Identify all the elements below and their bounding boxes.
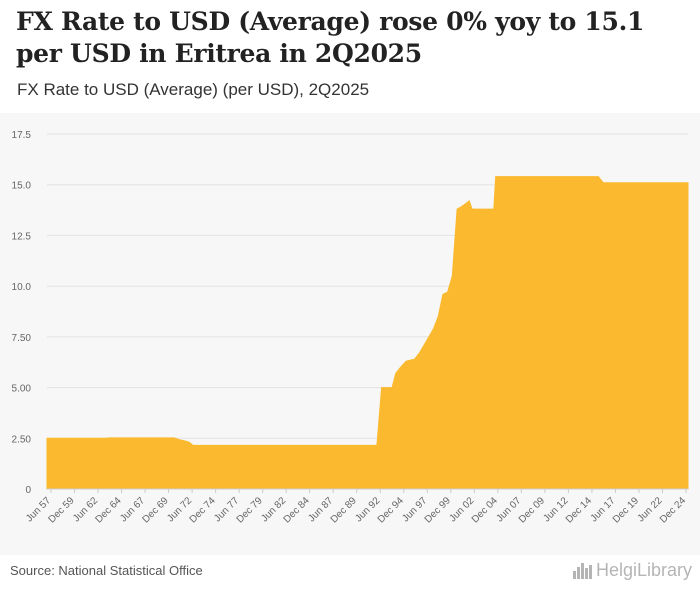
chart-title: FX Rate to USD (Average) rose 0% yoy to … <box>16 7 645 68</box>
source-note: Source: National Statistical Office <box>10 563 203 578</box>
y-tick-label: 0 <box>25 485 31 496</box>
y-tick-label: 15.0 <box>12 181 32 192</box>
y-tick-label: 7.50 <box>12 333 32 344</box>
x-tick-label: Dec 24 <box>658 495 688 525</box>
y-tick-label: 5.00 <box>12 384 32 395</box>
y-tick-label: 12.5 <box>12 231 32 242</box>
area-series <box>46 176 689 490</box>
x-tick-label: Dec 94 <box>376 495 406 525</box>
x-tick-label: Dec 89 <box>329 495 359 525</box>
x-tick-label: Dec 99 <box>423 495 453 525</box>
x-tick-label: Dec 84 <box>282 495 312 525</box>
x-tick-label: Dec 59 <box>46 495 76 525</box>
x-tick-label: Dec 04 <box>470 495 500 525</box>
x-tick-label: Dec 74 <box>188 495 218 525</box>
y-tick-label: 17.5 <box>12 130 32 141</box>
brand-name: HelgiLibrary <box>595 560 692 580</box>
x-tick-label: Dec 64 <box>93 495 123 525</box>
brand-logo: HelgiLibrary <box>572 560 692 581</box>
x-tick-label: Dec 69 <box>141 495 171 525</box>
x-tick-label: Dec 14 <box>564 495 594 525</box>
y-tick-label: 2.50 <box>12 434 32 445</box>
chart-subtitle: FX Rate to USD (Average) (per USD), 2Q20… <box>17 80 370 99</box>
y-tick-label: 10.0 <box>12 282 32 293</box>
library-icon <box>572 562 592 579</box>
x-tick-label: Dec 79 <box>235 495 265 525</box>
x-tick-label: Dec 19 <box>611 495 641 525</box>
x-tick-label: Dec 09 <box>517 495 547 525</box>
